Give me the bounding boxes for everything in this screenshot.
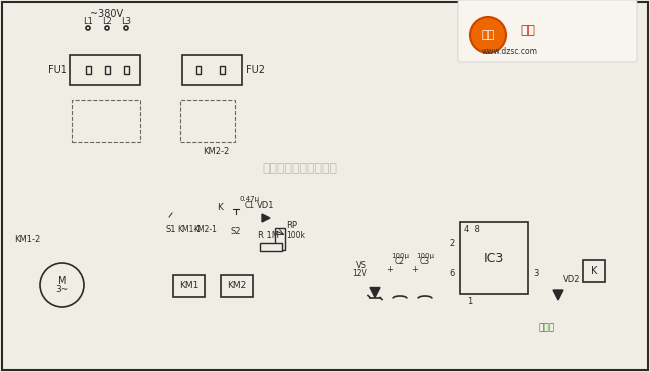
Bar bbox=[72, 100, 140, 142]
Bar bbox=[86, 66, 90, 74]
Circle shape bbox=[105, 26, 109, 30]
Polygon shape bbox=[370, 288, 380, 298]
Circle shape bbox=[124, 26, 128, 30]
Text: 维库: 维库 bbox=[482, 30, 495, 40]
Text: L2: L2 bbox=[102, 16, 112, 26]
Bar bbox=[275, 228, 285, 250]
Text: ~380V: ~380V bbox=[90, 9, 124, 19]
Text: 12V: 12V bbox=[352, 269, 367, 279]
Text: 3~: 3~ bbox=[55, 285, 69, 295]
Bar bbox=[70, 55, 140, 85]
Text: KM1-2: KM1-2 bbox=[14, 235, 40, 244]
Text: VS: VS bbox=[356, 260, 367, 269]
Text: R 1M: R 1M bbox=[257, 231, 278, 241]
Text: K: K bbox=[217, 203, 223, 212]
Text: FU2: FU2 bbox=[246, 65, 265, 75]
Text: S2: S2 bbox=[231, 227, 241, 235]
Bar bbox=[460, 222, 528, 294]
Text: +: + bbox=[411, 266, 419, 275]
Circle shape bbox=[470, 17, 506, 53]
Bar bbox=[180, 100, 235, 142]
Text: KM2-1: KM2-1 bbox=[193, 225, 217, 234]
Text: K: K bbox=[591, 266, 597, 276]
Text: 接线图: 接线图 bbox=[539, 324, 555, 333]
Bar bbox=[220, 66, 224, 74]
Bar bbox=[173, 275, 205, 297]
Text: C2: C2 bbox=[395, 257, 405, 266]
Text: FU1: FU1 bbox=[48, 65, 67, 75]
Text: KM2-2: KM2-2 bbox=[203, 148, 229, 157]
Text: 100μ: 100μ bbox=[391, 253, 409, 259]
Text: +: + bbox=[387, 266, 393, 275]
Text: 6: 6 bbox=[450, 269, 455, 279]
Polygon shape bbox=[262, 214, 270, 222]
Text: L1: L1 bbox=[83, 16, 93, 26]
Text: KM1: KM1 bbox=[179, 282, 199, 291]
Bar bbox=[182, 55, 242, 85]
Text: 3: 3 bbox=[533, 269, 538, 279]
Text: 0.47μ: 0.47μ bbox=[240, 196, 260, 202]
Text: C3: C3 bbox=[420, 257, 430, 266]
Text: VD1: VD1 bbox=[257, 202, 275, 211]
Bar bbox=[196, 66, 200, 74]
Bar bbox=[221, 275, 253, 297]
Text: C1: C1 bbox=[245, 201, 255, 209]
Text: S1: S1 bbox=[166, 224, 176, 234]
Circle shape bbox=[40, 263, 84, 307]
Polygon shape bbox=[553, 290, 563, 300]
Text: 1: 1 bbox=[467, 296, 473, 305]
Bar bbox=[260, 243, 282, 251]
Text: IC3: IC3 bbox=[484, 251, 504, 264]
Text: 一下: 一下 bbox=[520, 23, 535, 36]
FancyBboxPatch shape bbox=[458, 0, 637, 62]
Text: RP: RP bbox=[286, 221, 297, 231]
Text: 100μ: 100μ bbox=[416, 253, 434, 259]
Text: 2: 2 bbox=[450, 240, 455, 248]
Text: M: M bbox=[58, 276, 66, 286]
Text: L3: L3 bbox=[121, 16, 131, 26]
Bar bbox=[105, 66, 109, 74]
Text: 杭州将睽科技有限公司: 杭州将睽科技有限公司 bbox=[263, 161, 337, 174]
Text: KM2: KM2 bbox=[227, 282, 246, 291]
Text: 4  8: 4 8 bbox=[464, 224, 480, 234]
Text: www.dzsc.com: www.dzsc.com bbox=[482, 48, 538, 57]
Circle shape bbox=[86, 26, 90, 30]
Text: KM1-1: KM1-1 bbox=[177, 225, 201, 234]
Text: VD2: VD2 bbox=[563, 276, 580, 285]
Text: 100k: 100k bbox=[286, 231, 305, 241]
Bar bbox=[124, 66, 129, 74]
Bar bbox=[583, 260, 605, 282]
